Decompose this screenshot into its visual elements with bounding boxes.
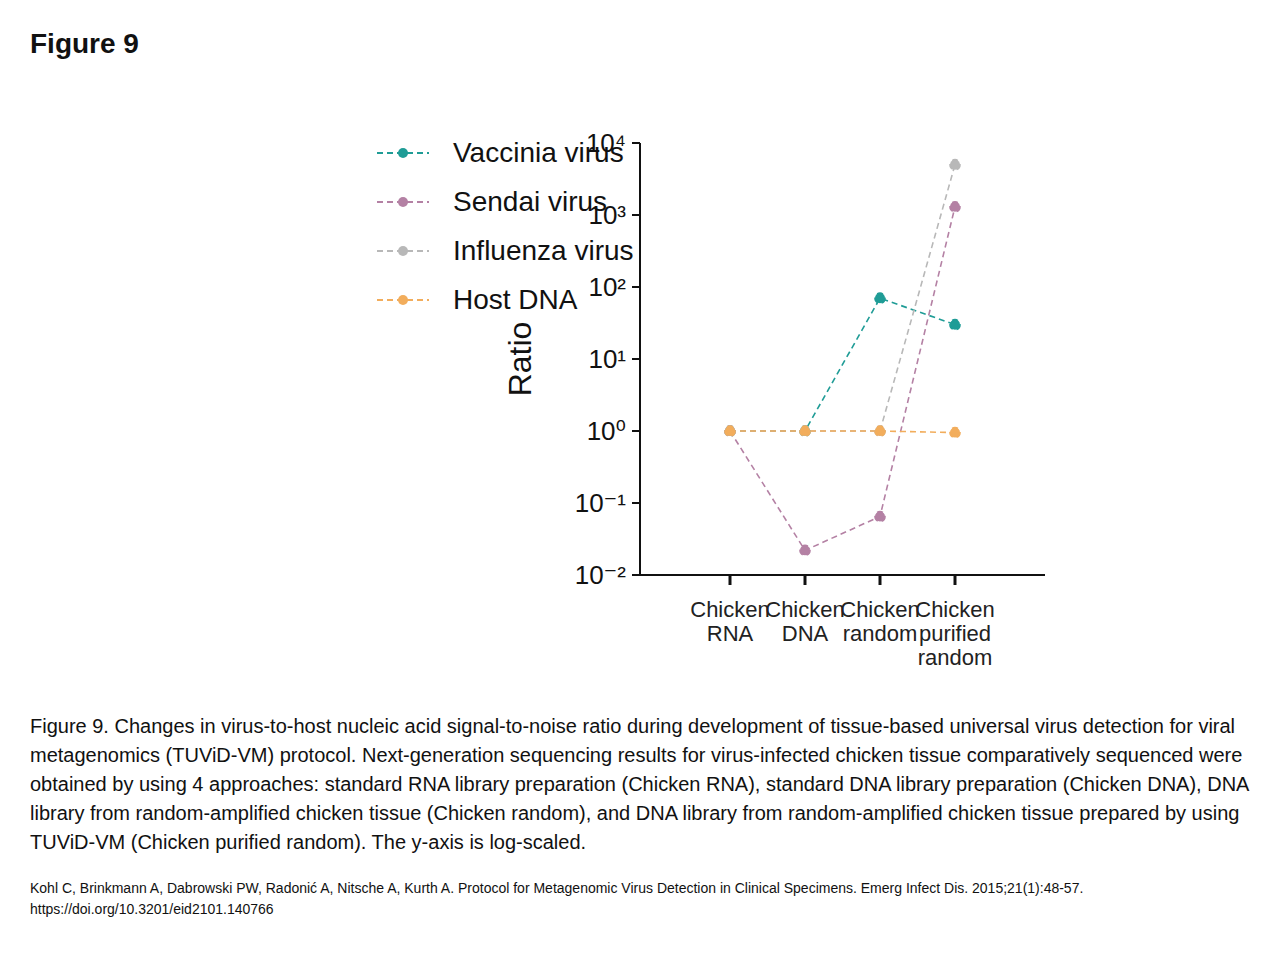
- svg-text:10⁻¹: 10⁻¹: [575, 488, 627, 518]
- svg-text:Ratio: Ratio: [502, 322, 538, 397]
- svg-text:ChickenDNA: ChickenDNA: [765, 597, 844, 646]
- svg-text:Chickenrandom: Chickenrandom: [840, 597, 919, 646]
- svg-text:Chickenpurifiedrandom: Chickenpurifiedrandom: [915, 597, 994, 670]
- svg-text:10¹: 10¹: [588, 344, 626, 374]
- svg-text:10⁻²: 10⁻²: [575, 560, 627, 590]
- svg-text:10³: 10³: [588, 200, 626, 230]
- svg-text:10⁴: 10⁴: [586, 128, 626, 158]
- svg-text:10⁰: 10⁰: [587, 416, 626, 446]
- svg-text:ChickenRNA: ChickenRNA: [690, 597, 769, 646]
- svg-text:10²: 10²: [588, 272, 626, 302]
